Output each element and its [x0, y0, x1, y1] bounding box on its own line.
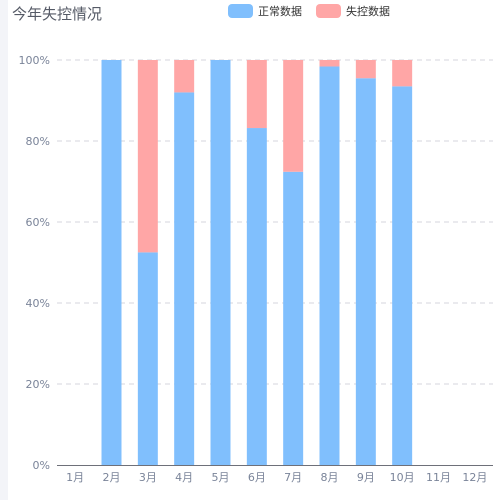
bar-normal-2 — [137, 252, 158, 465]
label-layer: 0% 20% 40% 60% 80% 100% 1月 2月 3月 4月 5月 6月 7月 8月 9月 10月 1… — [19, 54, 488, 484]
bar-outofcontrol-6 — [283, 60, 304, 172]
y-tick-label-1: 20% — [26, 378, 50, 391]
bar-outofcontrol-5 — [246, 60, 267, 129]
bar-outofcontrol-3 — [174, 60, 195, 93]
legend-swatch-outofcontrol — [316, 4, 341, 18]
bar-outofcontrol-9 — [392, 60, 413, 87]
bar-normal-1 — [101, 60, 122, 465]
grid-layer — [57, 59, 493, 385]
bar-normal-8 — [355, 78, 376, 465]
legend-label-outofcontrol: 失控数据 — [346, 5, 390, 18]
x-tick-label-0: 1月 — [66, 471, 84, 484]
chart-title: 今年失控情况 — [12, 5, 103, 23]
x-tick-label-10: 11月 — [426, 471, 451, 484]
y-tick-label-3: 60% — [26, 216, 50, 229]
bar-normal-7 — [319, 66, 340, 465]
y-tick-label-5: 100% — [19, 54, 50, 67]
x-tick-label-9: 10月 — [390, 471, 415, 484]
bar-outofcontrol-8 — [355, 60, 376, 79]
left-edge-strip — [0, 0, 8, 500]
legend-label-normal: 正常数据 — [258, 5, 302, 18]
legend-swatch-normal — [228, 4, 253, 18]
y-tick-label-4: 80% — [26, 135, 50, 148]
bar-outofcontrol-7 — [319, 60, 340, 67]
bar-normal-3 — [174, 92, 195, 466]
bar-normal-6 — [283, 171, 304, 465]
legend: 正常数据 失控数据 — [228, 3, 390, 19]
x-tick-label-1: 2月 — [103, 471, 121, 484]
x-tick-label-4: 5月 — [212, 471, 230, 484]
x-tick-label-5: 6月 — [248, 471, 266, 484]
y-tick-label-0: 0% — [33, 459, 50, 472]
legend-item-outofcontrol[interactable]: 失控数据 — [316, 3, 390, 19]
legend-item-normal[interactable]: 正常数据 — [228, 3, 302, 19]
x-tick-label-7: 8月 — [321, 471, 339, 484]
bar-normal-9 — [392, 86, 413, 465]
bar-normal-5 — [246, 128, 267, 466]
y-tick-label-2: 40% — [26, 297, 50, 310]
x-tick-label-2: 3月 — [139, 471, 157, 484]
bar-layer — [101, 60, 413, 466]
x-tick-label-11: 12月 — [462, 471, 487, 484]
bar-normal-4 — [210, 60, 231, 465]
x-tick-label-6: 7月 — [284, 471, 302, 484]
x-tick-label-8: 9月 — [357, 471, 375, 484]
x-tick-label-3: 4月 — [175, 471, 193, 484]
bar-outofcontrol-2 — [137, 60, 158, 253]
